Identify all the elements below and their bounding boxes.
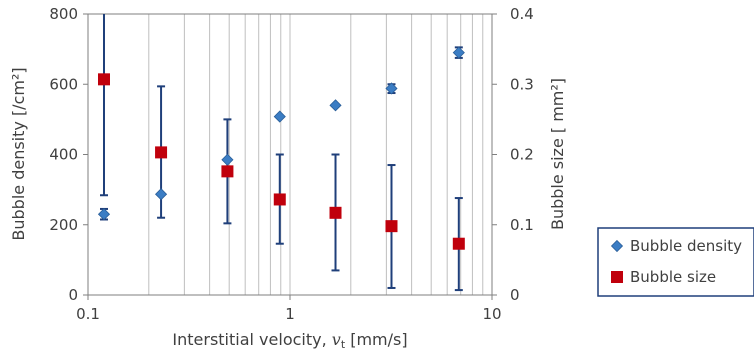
gridlines bbox=[148, 14, 484, 295]
tick-label-left: 800 bbox=[49, 5, 78, 23]
y-axis-right-label: Bubble size [ mm²] bbox=[548, 78, 567, 230]
tick-label-right: 0.4 bbox=[510, 5, 534, 23]
x-axis-label: Interstitial velocity, vt [mm/s] bbox=[172, 330, 407, 351]
tick-label-x: 10 bbox=[482, 305, 501, 323]
tick-label-right: 0.2 bbox=[510, 146, 534, 164]
tick-label-right: 0 bbox=[510, 286, 520, 304]
tick-label-x: 1 bbox=[285, 305, 295, 323]
right-axis-ticks: 0 0.1 0.2 0.3 0.4 bbox=[492, 5, 534, 304]
legend-square bbox=[611, 271, 623, 283]
legend-label-bubble-density: Bubble density bbox=[630, 237, 742, 255]
marker-bubble-density bbox=[452, 46, 465, 59]
marker-bubble-density bbox=[155, 188, 168, 201]
x-axis-label-main: Interstitial velocity, bbox=[172, 330, 331, 349]
marker-bubble-size bbox=[329, 206, 342, 219]
marker-bubble-size bbox=[221, 165, 234, 178]
legend-box bbox=[597, 227, 754, 297]
tick-label-left: 200 bbox=[49, 216, 78, 234]
marker-bubble-density bbox=[273, 110, 286, 123]
x-axis-label-unit: [mm/s] bbox=[345, 330, 407, 349]
tick-label-right: 0.3 bbox=[510, 75, 534, 93]
legend: Bubble density Bubble size bbox=[597, 227, 754, 297]
legend-marker-bubble-size bbox=[611, 271, 623, 283]
tick-label-left: 600 bbox=[49, 75, 78, 93]
marker-bubble-size bbox=[385, 220, 398, 233]
marker-bubble-density bbox=[221, 153, 234, 166]
legend-marker-bubble-density bbox=[610, 239, 624, 253]
x-axis-label-sub: t bbox=[341, 338, 346, 351]
y-axis-left-label: Bubble density [/cm²] bbox=[9, 67, 28, 240]
tick-label-left: 400 bbox=[49, 146, 78, 164]
marker-bubble-size bbox=[452, 237, 465, 250]
legend-diamond bbox=[610, 239, 624, 253]
data-markers bbox=[97, 46, 465, 250]
marker-bubble-size bbox=[155, 146, 168, 159]
left-axis-ticks: 0 200 400 600 800 bbox=[49, 5, 88, 304]
marker-bubble-density bbox=[385, 82, 398, 95]
tick-label-x: 0.1 bbox=[76, 305, 100, 323]
legend-label-bubble-size: Bubble size bbox=[630, 268, 716, 286]
x-axis-label-var: v bbox=[332, 330, 341, 349]
tick-label-right: 0.1 bbox=[510, 216, 534, 234]
x-axis-ticks: 0.1 1 10 bbox=[76, 295, 502, 323]
marker-bubble-density bbox=[97, 208, 111, 221]
marker-bubble-size bbox=[97, 73, 110, 86]
marker-bubble-density bbox=[329, 99, 342, 112]
marker-bubble-size bbox=[273, 193, 286, 206]
tick-label-left: 0 bbox=[68, 286, 78, 304]
error-bars bbox=[99, 14, 463, 292]
